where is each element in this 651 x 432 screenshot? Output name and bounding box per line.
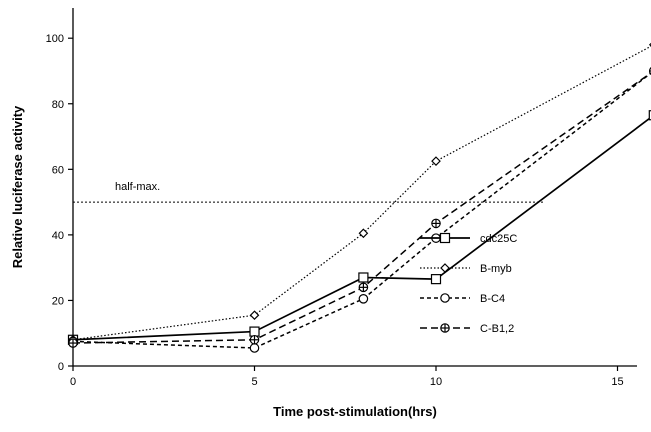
legend-label: C-B1,2 <box>480 323 514 335</box>
legend: cdc25C B-myb B-C4 C-B1,2 <box>420 232 517 335</box>
data-point-b-myb <box>249 310 260 321</box>
data-point-c-b1-2 <box>249 334 260 345</box>
legend-item-b-c4: B-C4 <box>420 293 505 305</box>
y-axis-label: Relative luciferase activity <box>10 105 25 268</box>
data-point-b-c4 <box>358 294 369 304</box>
y-tick-label: 0 <box>58 361 64 373</box>
series-c-b1-2 <box>68 67 651 348</box>
legend-marker <box>440 263 450 273</box>
y-tick-label: 20 <box>52 295 64 307</box>
series-layer <box>67 42 651 353</box>
legend-label: cdc25C <box>480 233 517 245</box>
data-point-cdc25c <box>358 272 369 283</box>
x-tick-label: 10 <box>430 376 442 388</box>
half-max-label: half-max. <box>115 181 160 193</box>
annotation-layer: half-max. <box>73 181 545 203</box>
data-point-cdc25c <box>249 326 260 337</box>
x-tick-label: 15 <box>611 376 623 388</box>
legend-item-cdc25c: cdc25C <box>420 232 517 245</box>
legend-item-b-myb: B-myb <box>420 263 512 275</box>
data-point-cdc25c <box>648 110 651 121</box>
series-line-cdc25c <box>72 116 651 341</box>
series-line-b-c4 <box>72 72 651 349</box>
data-point-b-myb <box>431 156 441 166</box>
data-point-cdc25c <box>430 274 442 285</box>
y-tick-label: 80 <box>52 99 64 111</box>
y-tick-label: 60 <box>52 164 64 176</box>
data-point-c-b1-2 <box>358 282 369 293</box>
legend-marker <box>440 293 450 303</box>
data-point-b-myb <box>358 228 369 239</box>
legend-label: B-myb <box>480 263 512 275</box>
data-point-b-c4 <box>249 343 260 353</box>
y-tick-label: 40 <box>52 230 64 242</box>
axes <box>72 8 637 367</box>
data-point-c-b1-2 <box>68 338 78 348</box>
legend-marker <box>440 323 450 333</box>
data-point-c-b1-2 <box>431 218 441 229</box>
x-axis-label: Time post-stimulation(hrs) <box>273 404 437 419</box>
legend-item-c-b1-2: C-B1,2 <box>420 323 514 335</box>
legend-label: B-C4 <box>480 293 505 305</box>
x-tick-label: 0 <box>70 376 76 388</box>
y-tick-label: 100 <box>46 33 64 45</box>
legend-marker <box>439 232 451 244</box>
ticks: 020406080100051015202530 <box>46 33 624 388</box>
x-tick-label: 5 <box>251 376 257 388</box>
